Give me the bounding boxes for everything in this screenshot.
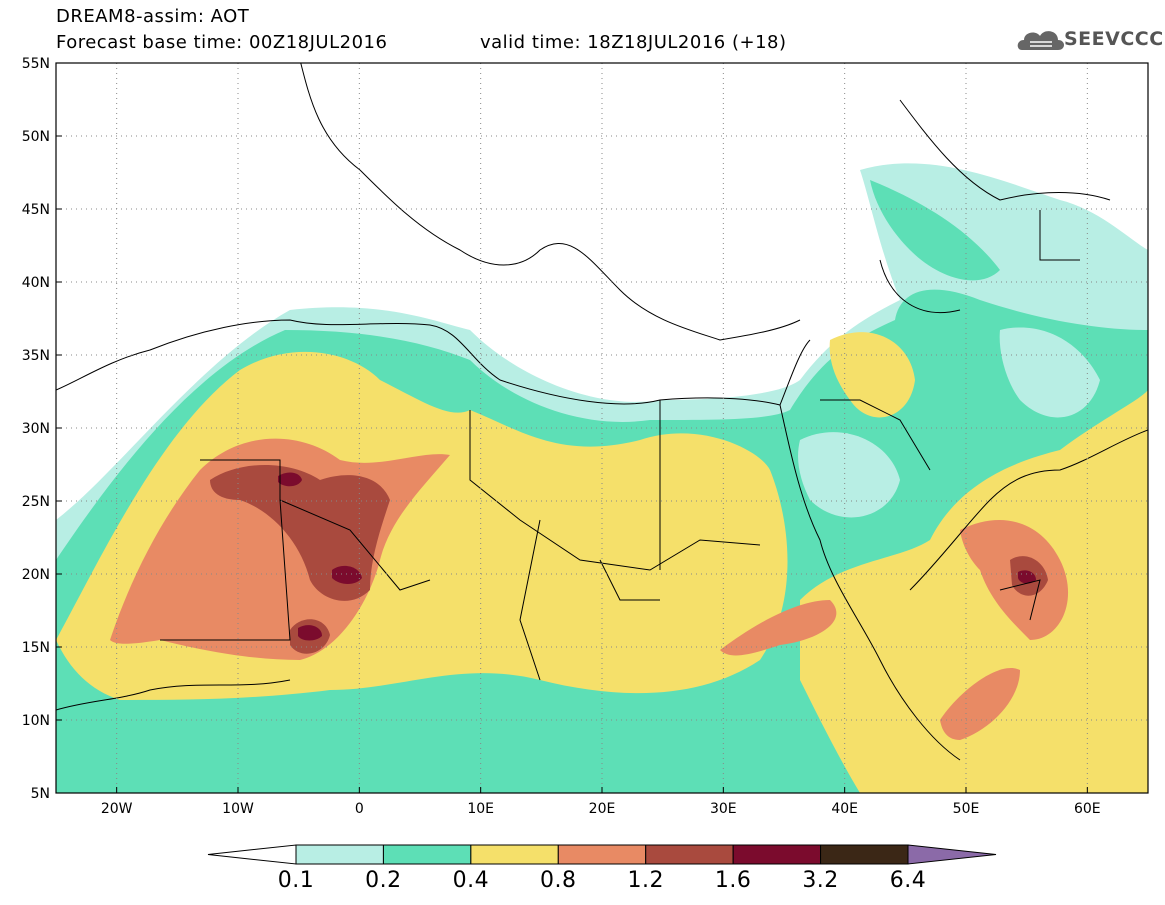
colorbar-label: 1.6	[714, 868, 752, 893]
colorbar-label: 3.2	[802, 868, 839, 893]
lon-label: 10W	[222, 801, 254, 817]
lat-label: 30N	[22, 421, 50, 437]
colorbar-box	[295, 844, 384, 865]
lon-label: 0	[355, 801, 364, 817]
lon-label: 20W	[101, 801, 133, 817]
lat-label: 35N	[22, 348, 50, 364]
map-axes: 20W 10W 0 10E 20E 30E 40E 50E 60E 55N 50N 45N 40N 35N…	[22, 56, 1101, 817]
lat-label: 55N	[22, 56, 50, 72]
title-valid-time: valid time: 18Z18JUL2016 (+18)	[480, 32, 787, 53]
colorbar-label: 0.2	[365, 868, 402, 893]
lat-label: 20N	[22, 567, 50, 583]
colorbar-label: 6.4	[889, 868, 927, 893]
lon-label: 40E	[831, 801, 858, 817]
lat-label: 50N	[22, 129, 50, 145]
colorbar-box	[382, 844, 472, 865]
colorbar-low-arrow	[207, 844, 297, 865]
logo-text: SEEVCCC	[1064, 28, 1164, 50]
lat-label: 40N	[22, 275, 50, 291]
lon-label: 50E	[953, 801, 980, 817]
country-borders	[56, 63, 1148, 761]
lon-label: 10E	[467, 801, 494, 817]
lon-label: 60E	[1074, 801, 1101, 817]
colorbar-box	[470, 844, 559, 865]
title-base-time: Forecast base time: 00Z18JUL2016	[56, 32, 388, 53]
graticule	[56, 63, 1148, 793]
title-product: DREAM8-assim: AOT	[56, 6, 250, 27]
colorbar-label: 0.4	[452, 868, 490, 893]
lat-label: 5N	[31, 786, 50, 802]
lon-label: 30E	[710, 801, 737, 817]
lat-label: 10N	[22, 713, 50, 729]
colorbar-box	[557, 844, 647, 865]
colorbar-label: 0.8	[540, 868, 577, 893]
lat-label: 15N	[22, 640, 50, 656]
lat-label: 25N	[22, 494, 50, 510]
colorbar-box	[820, 844, 909, 865]
cloud-icon	[1017, 31, 1064, 50]
lon-label: 20E	[589, 801, 616, 817]
lat-label: 45N	[22, 202, 50, 218]
colorbar-box	[645, 844, 734, 865]
colorbar-box	[732, 844, 822, 865]
colorbar-label: 1.2	[627, 868, 664, 893]
colorbar-label: 0.1	[277, 868, 315, 893]
colorbar-high-arrow	[907, 844, 997, 865]
